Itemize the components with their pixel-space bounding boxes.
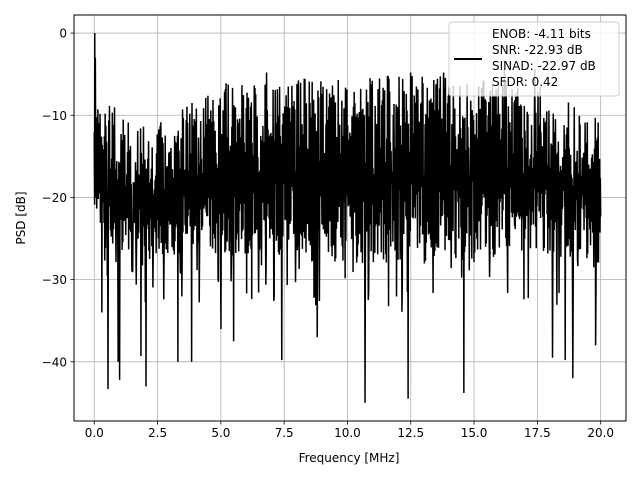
y-tick-label: −10 (42, 109, 67, 123)
x-tick-label: 10.0 (334, 426, 361, 440)
y-tick-label: −40 (42, 355, 67, 369)
x-tick-label: 0.0 (85, 426, 104, 440)
x-tick-label: 20.0 (587, 426, 614, 440)
legend-line-sinad: SINAD: -22.97 dB (492, 59, 596, 73)
y-tick-label: −30 (42, 273, 67, 287)
axis-ticks: 0.0 2.5 5.0 7.5 10.0 12.5 15.0 17.5 20.0 0 −10 −20 −… (42, 27, 614, 440)
x-tick-label: 15.0 (461, 426, 488, 440)
legend-line-enob: ENOB: -4.11 bits (492, 27, 591, 41)
x-tick-label: 12.5 (397, 426, 424, 440)
legend-box (448, 21, 620, 97)
x-tick-label: 7.5 (275, 426, 294, 440)
legend: ENOB: -4.11 bits SNR: -22.93 dB SINAD: -… (448, 21, 620, 97)
x-tick-label: 2.5 (148, 426, 167, 440)
y-axis-label: PSD [dB] (14, 191, 28, 244)
x-tick-label: 17.5 (524, 426, 551, 440)
psd-series-line (93, 33, 602, 403)
x-tick-label: 5.0 (211, 426, 230, 440)
data-layer (93, 33, 602, 403)
x-axis-label: Frequency [MHz] (299, 451, 400, 465)
y-tick-label: 0 (59, 27, 67, 41)
plot-frame (73, 14, 627, 422)
y-tick-label: −20 (42, 191, 67, 205)
legend-line-snr: SNR: -22.93 dB (492, 43, 583, 57)
legend-line-sfdr: SFDR: 0.42 (492, 75, 558, 89)
